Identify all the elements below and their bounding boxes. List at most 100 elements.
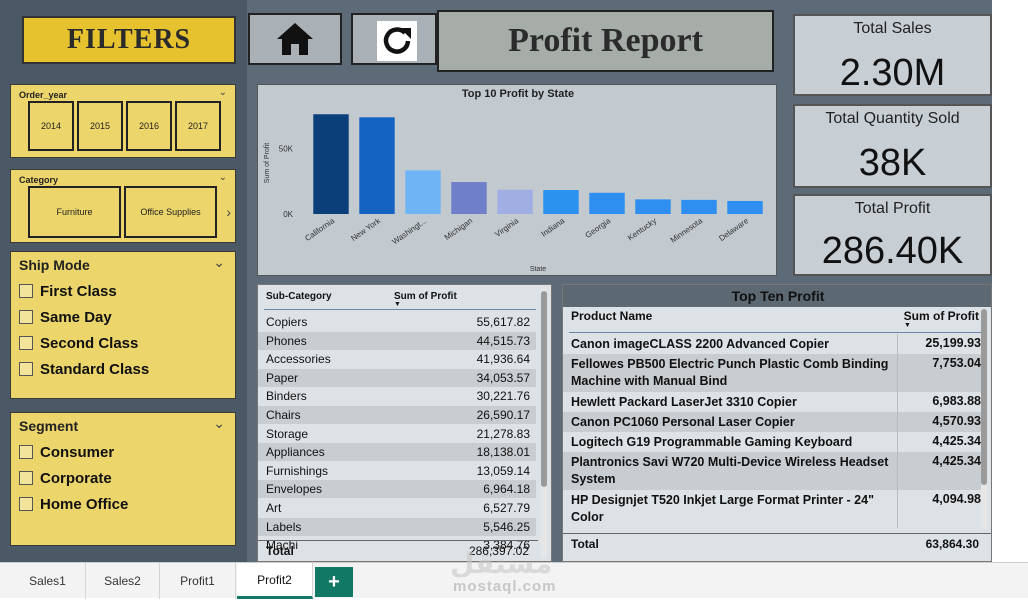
bar	[497, 189, 533, 214]
chevron-down-icon[interactable]: ⌄	[213, 254, 225, 270]
product-header-profit[interactable]: Sum of Profit	[903, 309, 979, 323]
chevron-right-icon[interactable]: ›	[226, 204, 231, 220]
y-tick-label: 50K	[279, 145, 294, 154]
product-header-name[interactable]: Product Name	[571, 309, 653, 323]
ship-mode-second-class[interactable]: Second Class	[19, 334, 149, 352]
table-row[interactable]: Machi 3,384.76	[258, 536, 536, 554]
column-divider	[897, 452, 898, 490]
segment-corporate[interactable]: Corporate	[19, 469, 128, 487]
subcategory-name: Machi	[266, 538, 299, 553]
segment-slicer: Segment ⌄ Consumer Corporate Home Office	[10, 412, 236, 546]
table-row[interactable]: HP Designjet T520 Inkjet Large Format Pr…	[563, 490, 983, 528]
tab-sales1[interactable]: Sales1	[10, 563, 86, 599]
subcat-header-name[interactable]: Sub-Category	[266, 291, 332, 302]
table-row[interactable]: Fellowes PB500 Electric Punch Plastic Co…	[563, 354, 983, 392]
bar-chart-svg: Top 10 Profit by State Sum of Profit 0K 50K…	[264, 88, 763, 273]
subcategory-profit: 18,138.01	[476, 445, 530, 460]
year-option-2014[interactable]: 2014	[28, 101, 74, 151]
subcat-scrollbar[interactable]	[541, 289, 547, 557]
x-tick-label: Indiana	[539, 216, 566, 239]
year-option-2016[interactable]: 2016	[126, 101, 172, 151]
checkbox[interactable]	[19, 284, 33, 298]
subcategory-name: Labels	[266, 519, 302, 534]
ship-mode-first-class[interactable]: First Class	[19, 282, 149, 300]
bar	[635, 199, 671, 214]
filters-panel: FILTERS Order_year ⌄ 2014 2015 2016 2017…	[0, 0, 247, 562]
chart-title: Top 10 Profit by State	[462, 88, 574, 100]
subcat-header-profit[interactable]: Sum of Profit	[394, 291, 457, 302]
year-option-2017[interactable]: 2017	[175, 101, 221, 151]
subcat-scroll-thumb[interactable]	[541, 291, 547, 487]
product-name: Logitech G19 Programmable Gaming Keyboar…	[571, 435, 853, 449]
column-divider	[897, 412, 898, 432]
checkbox[interactable]	[19, 471, 33, 485]
ship-mode-same-day[interactable]: Same Day	[19, 308, 149, 326]
order-year-slicer: Order_year ⌄ 2014 2015 2016 2017	[10, 84, 236, 158]
year-option-2015[interactable]: 2015	[77, 101, 123, 151]
total-divider	[258, 540, 538, 541]
table-row[interactable]: Binders 30,221.76	[258, 387, 536, 405]
bar	[405, 170, 441, 214]
table-row[interactable]: Appliances 18,138.01	[258, 443, 536, 462]
subcategory-profit: 21,278.83	[476, 426, 530, 441]
segment-label: Segment	[19, 418, 79, 434]
table-row[interactable]: Copiers 55,617.82	[258, 313, 536, 331]
segment-home-office[interactable]: Home Office	[19, 495, 128, 513]
page-tab-bar: Sales1 Sales2 Profit1 Profit2 +	[0, 562, 1028, 599]
table-row[interactable]: Furnishings 13,059.14	[258, 462, 536, 480]
checkbox[interactable]	[19, 336, 33, 350]
checkbox[interactable]	[19, 497, 33, 511]
tab-sales2[interactable]: Sales2	[86, 563, 160, 599]
table-row[interactable]: Canon PC1060 Personal Laser Copier 4,570.…	[563, 412, 983, 432]
segment-consumer[interactable]: Consumer	[19, 443, 128, 461]
tab-profit2[interactable]: Profit2	[237, 563, 313, 599]
table-row[interactable]: Envelopes 6,964.18	[258, 480, 536, 499]
subcat-total-label: Total	[266, 544, 294, 558]
category-option-furniture[interactable]: Furniture	[28, 186, 121, 238]
chevron-down-icon[interactable]: ⌄	[218, 172, 227, 183]
home-button[interactable]	[248, 13, 342, 65]
table-row[interactable]: Chairs 26,590.17	[258, 406, 536, 424]
x-tick-label: Delaware	[717, 216, 750, 243]
order-year-options: 2014 2015 2016 2017	[28, 101, 221, 151]
x-axis-label: State	[530, 266, 546, 273]
table-row[interactable]: Labels 5,546.25	[258, 517, 536, 536]
product-profit: 4,094.98	[932, 492, 981, 506]
subcat-total-value: 286,397.02	[468, 544, 529, 558]
table-row[interactable]: Logitech G19 Programmable Gaming Keyboar…	[563, 432, 983, 452]
segment-options: Consumer Corporate Home Office	[19, 443, 128, 513]
top-ten-profit-table: Top Ten Profit Product Name Sum of Profi…	[562, 284, 992, 562]
sort-desc-icon: ▼	[394, 301, 401, 308]
ship-mode-standard-class[interactable]: Standard Class	[19, 360, 149, 378]
product-name: Canon PC1060 Personal Laser Copier	[571, 415, 795, 429]
topten-scrollbar[interactable]	[981, 309, 987, 529]
checkbox[interactable]	[19, 310, 33, 324]
subcategory-profit: 55,617.82	[476, 315, 530, 329]
table-row[interactable]: Art 6,527.79	[258, 499, 536, 517]
chevron-down-icon[interactable]: ⌄	[218, 87, 227, 98]
category-option-office-supplies[interactable]: Office Supplies	[124, 186, 217, 238]
ship-mode-label: Ship Mode	[19, 257, 90, 273]
table-row[interactable]: Storage 21,278.83	[258, 425, 536, 443]
report-canvas: FILTERS Order_year ⌄ 2014 2015 2016 2017…	[0, 0, 992, 562]
checkbox[interactable]	[19, 445, 33, 459]
refresh-button[interactable]	[351, 13, 437, 65]
checkbox[interactable]	[19, 362, 33, 376]
table-row[interactable]: Phones 44,515.73	[258, 331, 536, 350]
bar	[589, 192, 625, 214]
total-divider	[563, 533, 991, 534]
subcategory-table: Sub-Category Sum of Profit ▼ Copiers 55,6…	[257, 284, 552, 562]
tab-profit1[interactable]: Profit1	[160, 563, 236, 599]
table-row[interactable]: Canon imageCLASS 2200 Advanced Copier 25,…	[563, 334, 983, 354]
table-row[interactable]: Hewlett Packard LaserJet 3310 Copier 6,98…	[563, 392, 983, 412]
total-profit-value: 286.40K	[821, 230, 964, 272]
topten-scroll-thumb[interactable]	[981, 309, 987, 485]
table-row[interactable]: Paper 34,053.57	[258, 368, 536, 387]
filters-title: FILTERS	[22, 16, 236, 64]
chevron-down-icon[interactable]: ⌄	[213, 415, 225, 431]
add-page-button[interactable]: +	[315, 567, 353, 597]
refresh-icon	[377, 21, 417, 61]
table-row[interactable]: Plantronics Savi W720 Multi-Device Wirel…	[563, 452, 983, 490]
bar	[451, 182, 487, 214]
table-row[interactable]: Accessories 41,936.64	[258, 350, 536, 368]
